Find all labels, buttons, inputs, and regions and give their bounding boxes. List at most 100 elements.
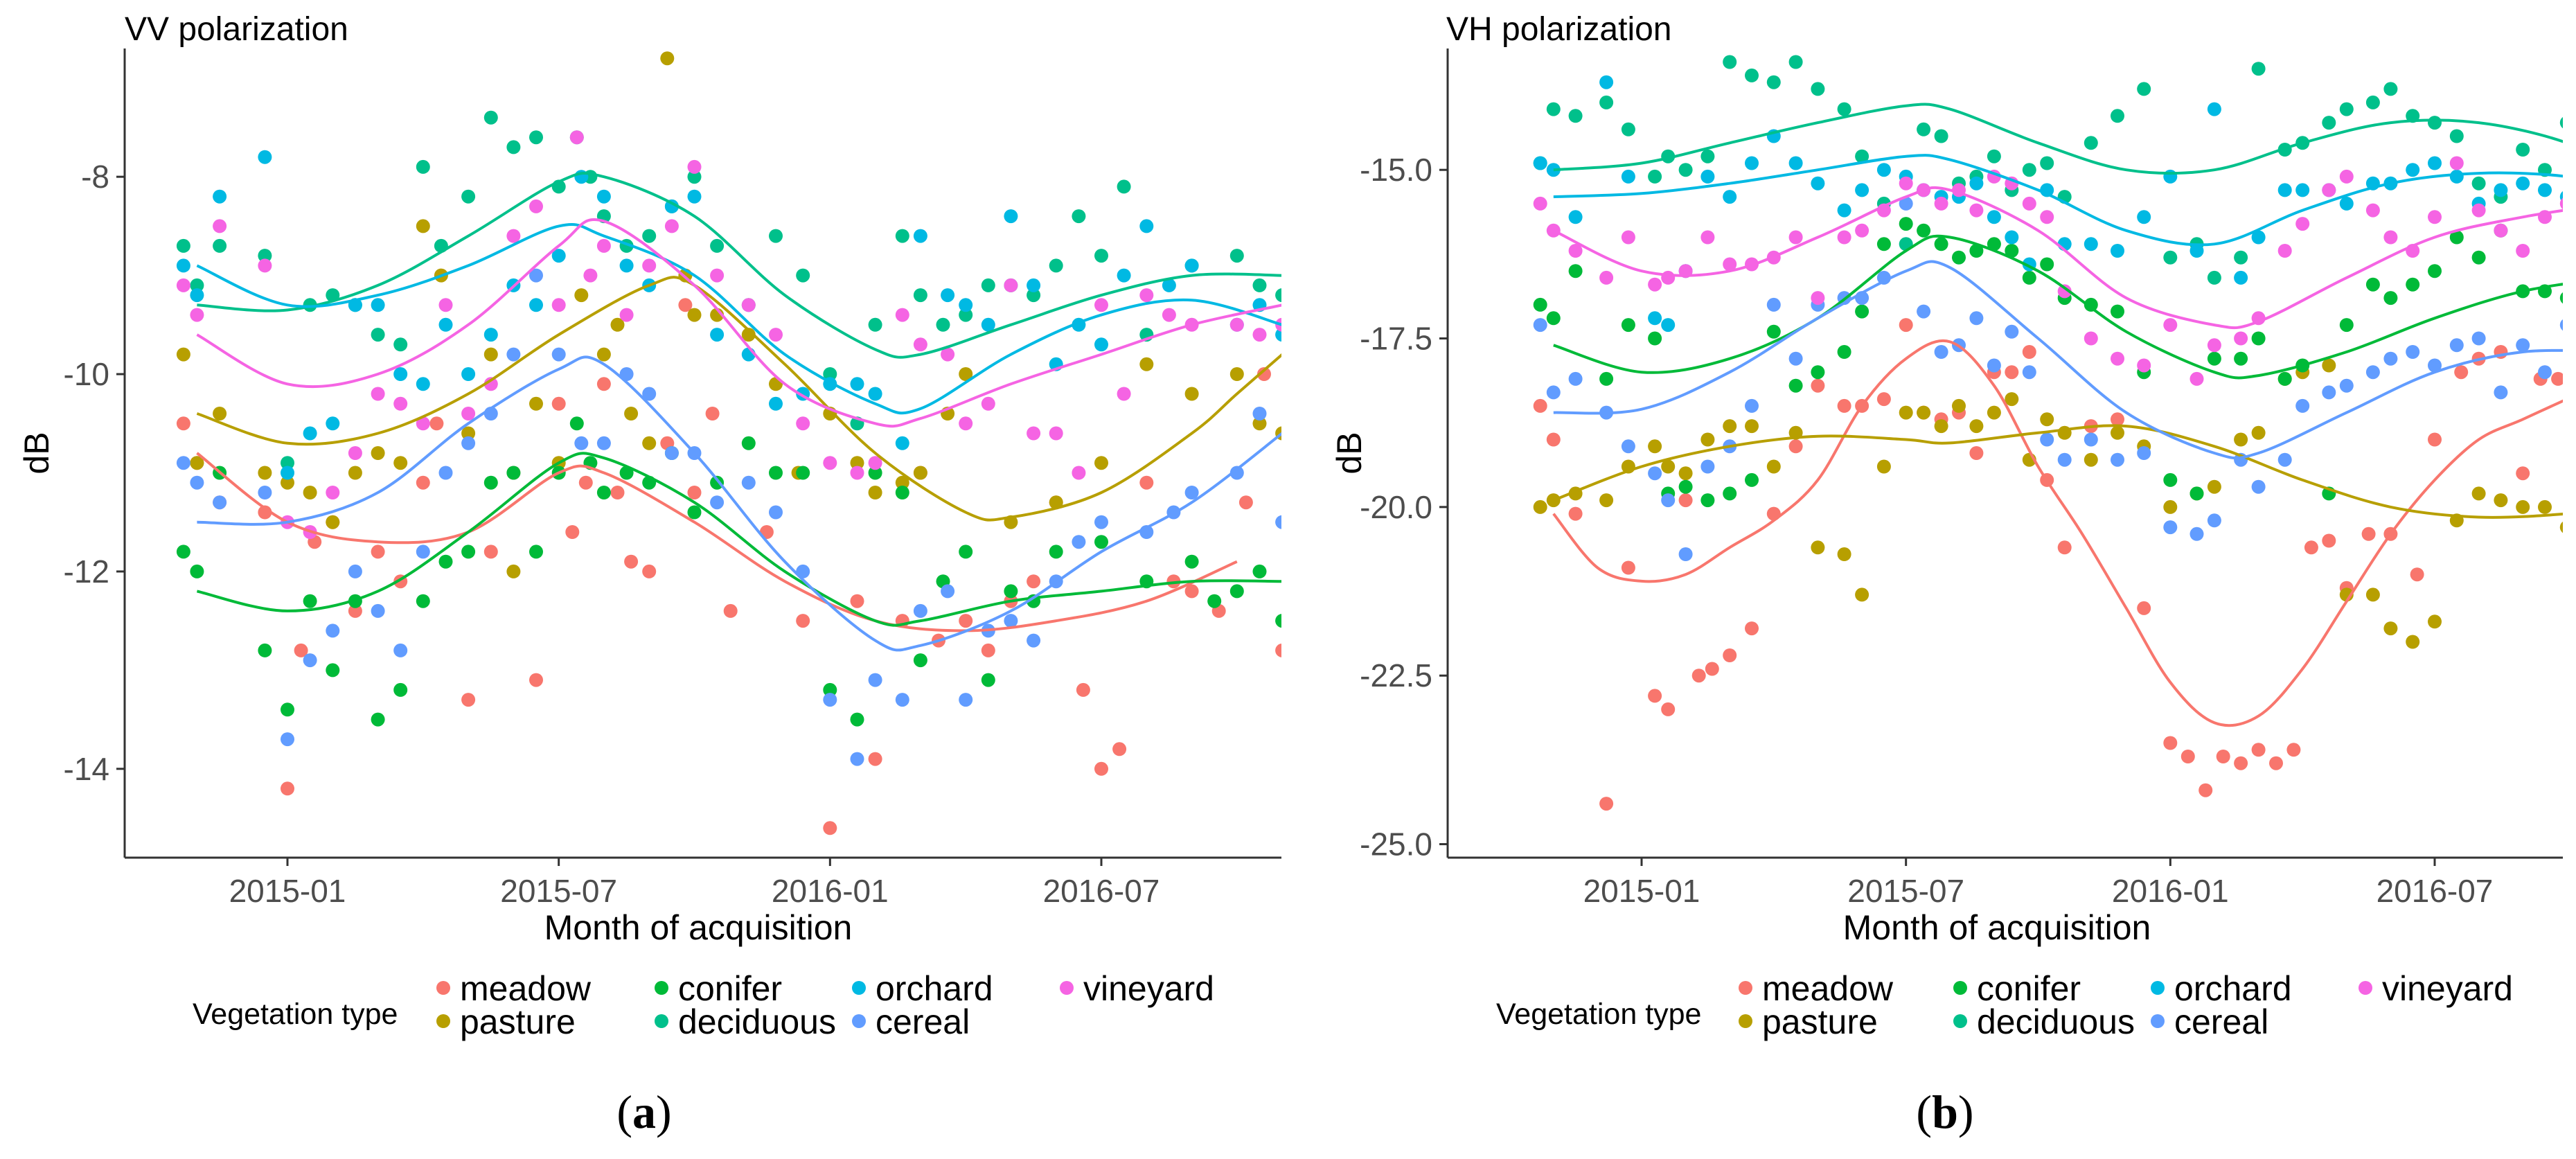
data-point-conifer — [959, 545, 973, 559]
y-tick-label: -15.0 — [1360, 152, 1432, 188]
data-point-cereal — [348, 564, 362, 578]
data-point-vineyard — [2163, 318, 2178, 333]
data-point-meadow — [796, 614, 810, 628]
data-point-conifer — [1599, 371, 1614, 386]
data-point-conifer — [1811, 365, 1825, 380]
data-point-meadow — [624, 554, 639, 569]
data-point-vineyard — [2057, 284, 2072, 299]
data-point-meadow — [2234, 756, 2248, 770]
data-point-pasture — [1139, 357, 1154, 371]
data-point-meadow — [2180, 750, 2195, 763]
data-point-deciduous — [1094, 249, 1108, 263]
data-point-cereal — [2022, 365, 2036, 380]
data-point-conifer — [981, 673, 995, 687]
data-point-vineyard — [1661, 270, 1676, 285]
y-tick-label: -10 — [64, 356, 109, 392]
data-point-meadow — [1661, 702, 1676, 716]
data-point-deciduous — [1621, 122, 1635, 136]
data-point-meadow — [294, 643, 308, 657]
data-point-orchard — [1648, 311, 1662, 326]
data-point-conifer — [1184, 554, 1199, 569]
data-point-deciduous — [393, 337, 408, 352]
data-point-meadow — [348, 603, 362, 618]
chart-title: VH polarization — [1446, 11, 1672, 48]
smooth-line-orchard — [1553, 154, 2563, 247]
data-point-cereal — [1229, 466, 1244, 480]
data-point-deciduous — [1072, 209, 1086, 224]
data-point-cereal — [213, 495, 227, 510]
data-point-pasture — [1952, 398, 1966, 413]
data-point-pasture — [1969, 419, 1984, 434]
data-point-orchard — [1837, 203, 1851, 218]
data-point-meadow — [823, 821, 837, 835]
data-point-conifer — [371, 712, 385, 727]
data-point-vineyard — [2471, 203, 2486, 218]
chart-panel-a: VV polarization -8 -10 -12 -14 2015-01 2015-07… — [17, 11, 1281, 1138]
data-point-orchard — [1117, 268, 1131, 283]
data-point-deciduous — [2022, 163, 2036, 177]
y-axis-title: dB — [17, 432, 56, 474]
data-point-deciduous — [913, 288, 927, 303]
data-point-meadow — [959, 614, 973, 628]
data-point-deciduous — [1546, 102, 1561, 116]
data-point-meadow — [1027, 574, 1041, 589]
data-point-orchard — [258, 150, 272, 164]
data-point-meadow — [2269, 756, 2283, 770]
data-point-orchard — [438, 317, 453, 332]
data-point-meadow — [429, 416, 444, 431]
x-tick-label: 2015-01 — [1583, 873, 1700, 909]
data-point-pasture — [610, 317, 625, 332]
legend-key-pasture — [436, 1014, 450, 1028]
data-point-meadow — [2111, 412, 2124, 427]
data-point-meadow — [1811, 378, 1825, 393]
data-point-vineyard — [1049, 426, 1063, 441]
data-point-orchard — [2163, 169, 2178, 184]
data-point-vineyard — [1072, 466, 1086, 480]
data-point-meadow — [2551, 371, 2563, 386]
data-point-vineyard — [2428, 210, 2442, 224]
data-point-deciduous — [2559, 116, 2563, 129]
data-point-deciduous — [1648, 169, 1662, 184]
data-point-vineyard — [2137, 358, 2151, 373]
data-point-cereal — [2449, 338, 2464, 353]
data-point-orchard — [2277, 183, 2292, 197]
data-point-meadow — [483, 545, 498, 559]
data-point-deciduous — [1117, 179, 1131, 194]
data-point-orchard — [868, 387, 882, 401]
legend-key-cereal — [852, 1014, 866, 1028]
data-point-pasture — [1533, 499, 1547, 514]
data-point-meadow — [2361, 527, 2376, 541]
data-point-cereal — [2471, 331, 2486, 346]
data-point-conifer — [2040, 257, 2054, 272]
data-point-deciduous — [258, 249, 272, 263]
data-point-vineyard — [664, 219, 679, 233]
data-point-conifer — [1229, 584, 1244, 599]
data-point-deciduous — [981, 278, 995, 292]
data-point-pasture — [1184, 387, 1199, 401]
smooth-line-conifer — [1553, 234, 2563, 380]
data-point-orchard — [2189, 244, 2204, 258]
data-point-orchard — [619, 258, 634, 273]
data-point-deciduous — [2365, 95, 2380, 109]
data-point-cereal — [2322, 385, 2336, 400]
data-point-meadow — [1257, 367, 1271, 381]
data-point-pasture — [642, 436, 657, 450]
data-point-cereal — [393, 643, 408, 657]
data-point-deciduous — [1987, 149, 2001, 163]
chart-panel-b: VH polarization -15.0 -17.5 -20.0 -22.5 -25.0… — [1330, 11, 2563, 1138]
data-point-meadow — [2005, 365, 2019, 380]
chart-title: VV polarization — [125, 11, 348, 48]
data-point-meadow — [578, 475, 593, 490]
data-point-cereal — [850, 752, 864, 766]
data-point-orchard — [2406, 163, 2420, 177]
data-point-vineyard — [1837, 230, 1851, 245]
data-point-conifer — [1899, 217, 1913, 231]
data-point-conifer — [2428, 264, 2442, 278]
data-point-deciduous — [213, 238, 227, 253]
data-point-pasture — [2040, 412, 2054, 427]
x-tick-label: 2015-01 — [229, 873, 346, 909]
legend-label-meadow: meadow — [1762, 969, 1894, 1008]
data-point-deciduous — [1855, 149, 1869, 163]
data-point-vineyard — [1723, 257, 1737, 272]
data-point-meadow — [705, 407, 720, 421]
